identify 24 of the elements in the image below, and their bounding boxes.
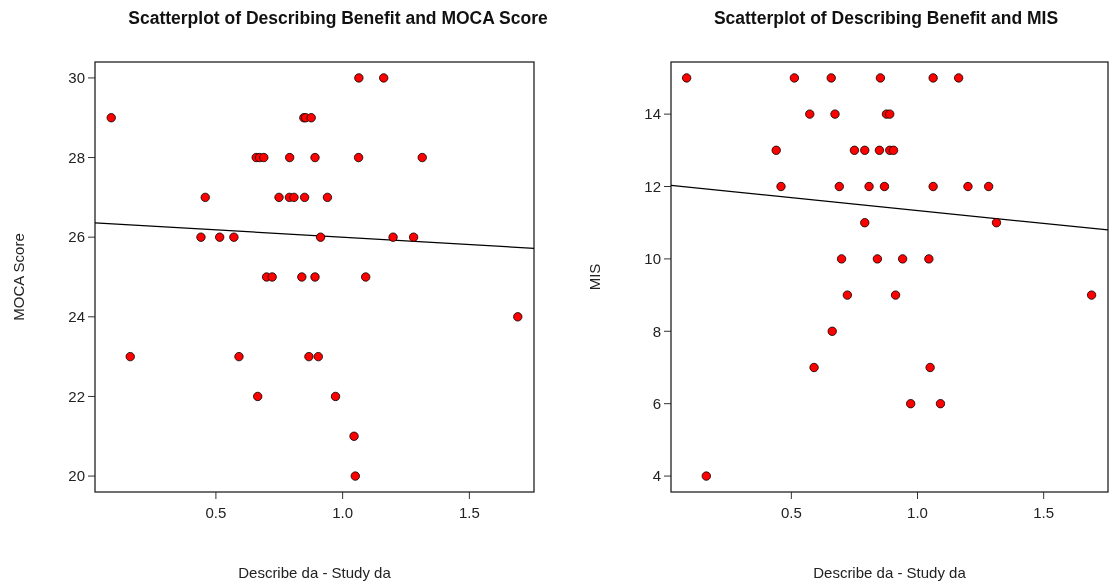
y-tick-label: 22 — [68, 387, 85, 405]
y-tick-label: 20 — [68, 467, 85, 485]
y-tick-label: 8 — [652, 322, 661, 340]
y-tick-label: 28 — [68, 148, 85, 166]
chart-title: Scatterplot of Describing Benefit and MIS — [713, 8, 1059, 28]
y-axis-title: MOCA Score — [10, 233, 27, 321]
chart-title: Scatterplot of Describing Benefit and MOCA Score — [128, 8, 548, 28]
x-tick-label: 0.5 — [205, 504, 227, 521]
x-tick-label: 1.5 — [458, 504, 480, 521]
y-tick-label: 26 — [68, 228, 85, 246]
x-tick-label: 1.5 — [1033, 504, 1055, 521]
y-tick-label: 4 — [652, 467, 661, 485]
y-tick-label: 10 — [644, 250, 661, 268]
y-tick-label: 6 — [652, 394, 661, 412]
x-axis-title: Describe da - Study da — [813, 564, 967, 581]
y-tick-label: 12 — [644, 177, 661, 195]
x-tick-label: 1.0 — [907, 504, 928, 521]
y-tick-label: 30 — [68, 69, 85, 87]
x-axis-title: Describe da - Study da — [238, 564, 392, 581]
y-tick-label: 24 — [68, 308, 85, 326]
x-tick-label: 1.0 — [332, 504, 354, 521]
y-axis-title: MIS — [586, 263, 603, 291]
y-tick-label: 14 — [644, 105, 661, 123]
x-tick-label: 0.5 — [780, 504, 802, 521]
